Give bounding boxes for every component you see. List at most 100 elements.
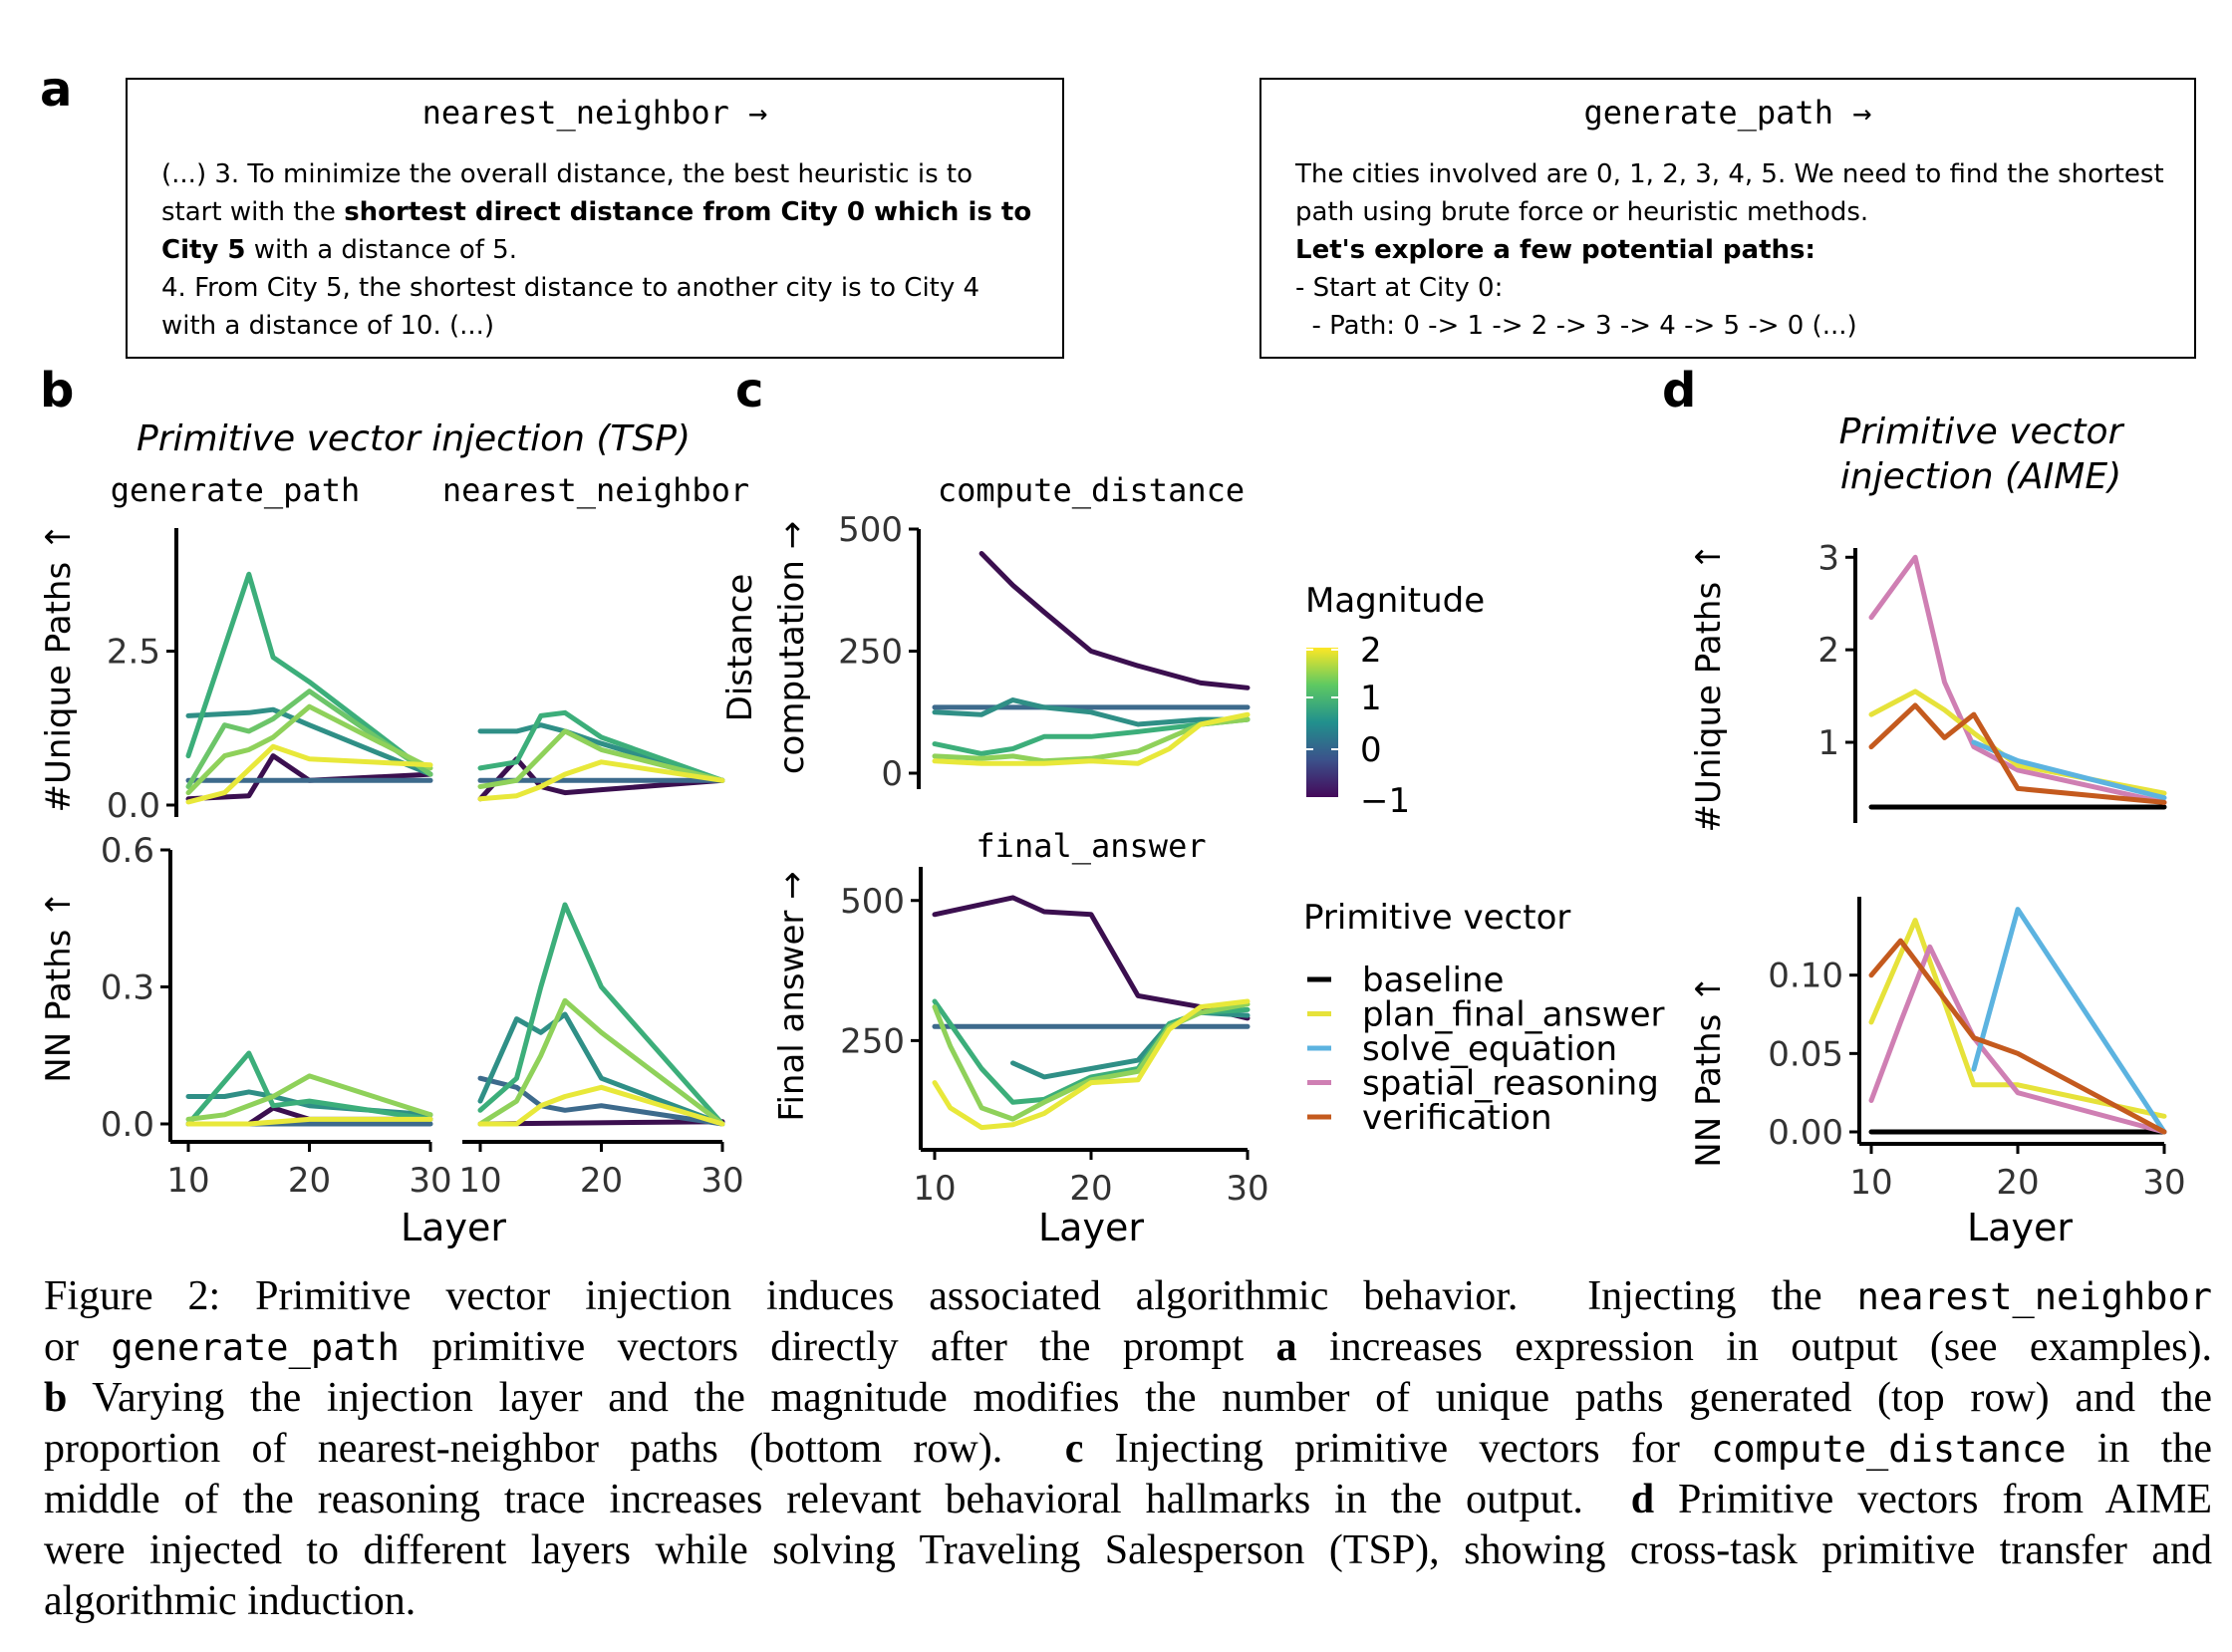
series-line-solve_equation: [1971, 739, 2167, 801]
y-tick-label: 0.6: [101, 831, 154, 871]
box-line: path using brute force or heuristic meth…: [1295, 197, 1868, 227]
caption-text: primitive vectors directly after the pro…: [399, 1324, 1276, 1370]
primitive-legend: Primitive vector baselineplan_final_answ…: [1303, 898, 1664, 1138]
box-line: 4. From City 5, the shortest distance to…: [161, 273, 979, 303]
series-line-verification: [1868, 702, 2167, 805]
box-text-segment: (...) 3. To minimize the overall distanc…: [161, 159, 973, 189]
series-line-1.5: [477, 997, 725, 1127]
series-line-1.5: [185, 1073, 433, 1122]
y-tick-label: 250: [840, 1021, 905, 1061]
series-line-2: [477, 1084, 725, 1127]
d-top-ylabel: #Unique Paths ↑: [1689, 543, 1729, 833]
b-top-ylabel: #Unique Paths ↑: [39, 523, 79, 813]
series-line-0.5: [185, 1089, 433, 1118]
caption-line: middle of the reasoning trace increases …: [44, 1475, 2212, 1525]
d-top-plot: 1 2 3: [1817, 538, 2167, 823]
example-box-generate-path: generate_path → The cities involved are …: [1259, 78, 2196, 359]
box-text-segment: with a distance of 10. (...): [161, 311, 495, 341]
panel-label-d: d: [1662, 363, 1697, 418]
caption-text: Primitive vectors from AIME: [1654, 1477, 2213, 1522]
y-tick-label: 0.0: [107, 786, 160, 826]
x-tick-label: 30: [1226, 1169, 1268, 1209]
d-bottom-ylabel: NN Paths ↑: [1689, 974, 1729, 1167]
caption-panel-ref: a: [1275, 1324, 1297, 1370]
caption-panel-ref: c: [1064, 1426, 1084, 1472]
series-line-1: [185, 1050, 433, 1127]
c-facet-final-answer: final_answer: [976, 827, 1206, 865]
series-line-0.5: [1010, 1009, 1251, 1080]
x-tick-label: 10: [913, 1169, 956, 1209]
magnitude-tick-label: 1: [1360, 679, 1382, 718]
primitive-legend-items: baselineplan_final_answersolve_equations…: [1307, 961, 1664, 1138]
series-line-1.5: [932, 1001, 1251, 1122]
caption-line: algorithmic induction.: [44, 1576, 2212, 1627]
x-tick-label: 20: [580, 1161, 623, 1201]
y-tick-label: 0.05: [1768, 1034, 1843, 1074]
series-line-1: [477, 709, 725, 783]
b-facet-generate-path: generate_path: [111, 471, 360, 509]
magnitude-ticks: 2 1 0 −1: [1306, 631, 1410, 821]
series-line-0.5: [185, 706, 433, 777]
y-tick-label: 0.3: [101, 968, 154, 1008]
panel-label-b: b: [40, 363, 75, 418]
box-line: - Start at City 0:: [1295, 273, 1503, 303]
caption-text: in the: [2066, 1426, 2212, 1472]
caption-text: were injected to different layers while …: [44, 1527, 2212, 1573]
figure-caption: Figure 2: Primitive vector injection ind…: [44, 1271, 2212, 1627]
x-tick-label: 20: [1996, 1163, 2039, 1203]
y-tick-label: 2.5: [107, 633, 160, 673]
series-line-spatial_reasoning: [1868, 554, 2167, 805]
x-tick-label: 30: [409, 1161, 451, 1201]
legend-label-verification: verification: [1362, 1098, 1552, 1138]
x-tick-label: 10: [1849, 1163, 1892, 1203]
b-top-nearest-neighbor-plot: [477, 709, 725, 802]
y-tick-label: 0.00: [1768, 1113, 1843, 1153]
series-line-1: [932, 716, 1251, 756]
box-title: nearest_neighbor →: [421, 94, 768, 132]
box-text-segment: - Start at City 0:: [1295, 273, 1504, 303]
d-xlabel: Layer: [1967, 1206, 2073, 1249]
magnitude-colorbar: [1306, 648, 1338, 797]
legend-label-spatial_reasoning: spatial_reasoning: [1362, 1064, 1659, 1104]
caption-code: nearest_neighbor: [1856, 1275, 2212, 1318]
c-bottom-ylabel: Final answer →: [772, 871, 812, 1121]
caption-text: Varying the injection layer and the magn…: [67, 1375, 2212, 1421]
d-bottom-plot: 0.00 0.05 0.10 10 20 30: [1768, 897, 2186, 1203]
caption-panel-ref: b: [44, 1375, 68, 1421]
caption-line: proportion of nearest-neighbor paths (bo…: [44, 1424, 2212, 1475]
caption-text: algorithmic induction.: [44, 1578, 417, 1624]
series-line-1: [185, 571, 433, 777]
magnitude-tick-label: 0: [1360, 730, 1382, 770]
b-title: Primitive vector injection (TSP): [137, 418, 691, 459]
series-line-1: [477, 902, 725, 1127]
b-bottom-generate-path-plot: 0.0 0.3 0.6 10 20 30: [101, 831, 452, 1201]
series-line-1.5a: [185, 688, 433, 789]
figure-2-charts: Primitive vector injection (TSP) generat…: [39, 412, 2186, 1249]
series-line-2: [185, 743, 433, 805]
c-top-ylabel-line1: Distance: [720, 574, 760, 722]
example-box-nearest-neighbor: nearest_neighbor → (...) 3. To minimize …: [126, 78, 1064, 359]
caption-text: middle of the reasoning trace increases …: [44, 1477, 1631, 1522]
x-tick-label: 20: [1069, 1169, 1112, 1209]
caption-line: Figure 2: Primitive vector injection ind…: [44, 1271, 2212, 1322]
caption-text: Figure 2: Primitive vector injection ind…: [44, 1273, 1857, 1319]
series-line-verification: [1868, 938, 2167, 1135]
caption-text: or: [44, 1324, 112, 1370]
caption-text: proportion of nearest-neighbor paths (bo…: [44, 1426, 1065, 1472]
series-line-−1: [932, 895, 1251, 1021]
box-line: with a distance of 10. (...): [161, 311, 494, 341]
series-line-2: [185, 1116, 433, 1127]
series-line-plan_final_answer: [1868, 918, 2167, 1119]
caption-line: or generate_path primitive vectors direc…: [44, 1322, 2212, 1373]
caption-line: were injected to different layers while …: [44, 1525, 2212, 1576]
magnitude-tick-label: 2: [1360, 631, 1382, 671]
legend-label-plan_final_answer: plan_final_answer: [1362, 995, 1664, 1035]
series-line-0.5: [932, 697, 1251, 727]
box-line: (...) 3. To minimize the overall distanc…: [161, 159, 973, 189]
x-tick-label: 30: [2142, 1163, 2185, 1203]
y-tick-label: 250: [838, 633, 903, 673]
box-text-segment: with a distance of 5.: [245, 235, 517, 265]
y-tick-label: 0: [881, 754, 903, 794]
panel-label-c: c: [735, 363, 764, 418]
series-line-plan_final_answer: [1868, 688, 2167, 796]
